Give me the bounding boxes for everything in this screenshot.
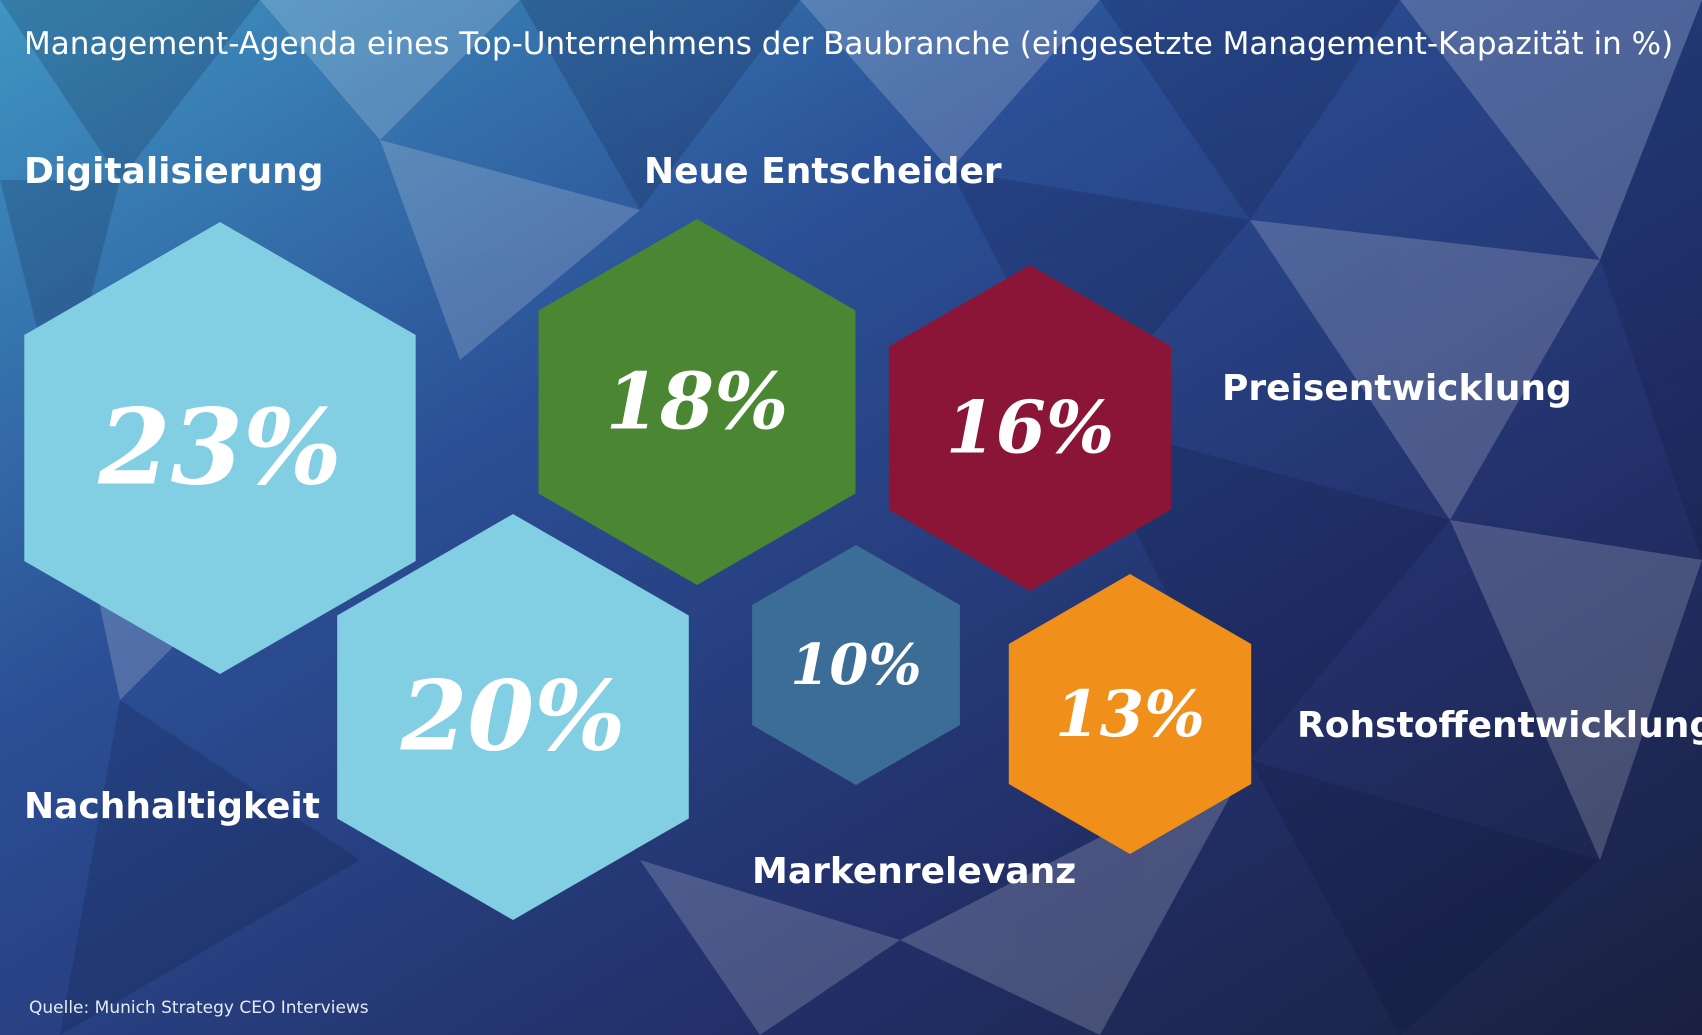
hexagon-neue-entscheider	[538, 219, 856, 585]
category-label-nachhaltigkeit: Nachhaltigkeit	[24, 786, 320, 827]
background-facet	[950, 170, 1250, 420]
hexagon-markenrelevanz	[752, 545, 960, 785]
category-label-markenrelevanz: Markenrelevanz	[752, 851, 1076, 892]
background-facet	[640, 860, 900, 1035]
background-facet	[260, 0, 520, 140]
background-facet	[0, 180, 120, 420]
value-label-preisentwicklung: 16%	[946, 384, 1115, 469]
source-note: Quelle: Munich Strategy CEO Interviews	[29, 998, 369, 1018]
hexagon-digitalisierung	[24, 222, 416, 674]
category-label-preisentwicklung: Preisentwicklung	[1222, 368, 1572, 409]
background-facet	[1450, 520, 1702, 860]
hexagon-rohstoffentwicklung	[1008, 574, 1252, 854]
category-label-digitalisierung: Digitalisierung	[24, 151, 323, 192]
hexagon-nachhaltigkeit	[337, 514, 689, 920]
hexagon-preisentwicklung	[888, 265, 1172, 591]
value-label-rohstoffentwicklung: 13%	[1055, 677, 1205, 752]
category-label-rohstoffentwicklung: Rohstoffentwicklung	[1297, 705, 1702, 746]
background-facet	[520, 0, 800, 210]
value-label-neue-entscheider: 18%	[606, 357, 789, 448]
background-facet	[1250, 760, 1600, 1035]
chart-title: Management-Agenda eines Top-Unternehmens…	[24, 26, 1674, 62]
value-label-markenrelevanz: 10%	[790, 632, 921, 698]
background-facet	[1600, 0, 1702, 560]
background-facet	[380, 140, 640, 360]
background-facet	[60, 700, 360, 1035]
background-facet	[1100, 0, 1400, 220]
background-facet	[1250, 220, 1600, 520]
background-facet	[800, 0, 1100, 170]
background-facet	[1080, 420, 1450, 760]
value-label-nachhaltigkeit: 20%	[400, 660, 626, 773]
background-facet	[1400, 0, 1702, 260]
background-facet	[0, 0, 260, 180]
value-label-digitalisierung: 23%	[97, 385, 342, 508]
category-label-neue-entscheider: Neue Entscheider	[644, 151, 1002, 192]
